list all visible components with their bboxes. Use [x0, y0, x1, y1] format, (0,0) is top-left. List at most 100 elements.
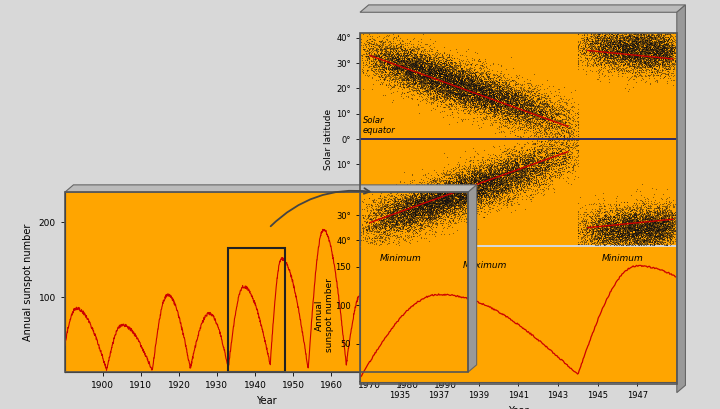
Point: [436, 201, 448, 208]
Point: [493, 97, 505, 103]
Point: [598, 194, 609, 201]
Point: [627, 47, 639, 54]
Point: [403, 215, 415, 221]
Point: [631, 222, 642, 228]
Point: [389, 221, 400, 228]
Point: [448, 166, 459, 173]
Point: [619, 211, 631, 218]
Point: [426, 70, 438, 76]
Point: [493, 179, 505, 185]
Point: [382, 53, 393, 60]
Point: [618, 53, 630, 60]
Point: [379, 202, 391, 209]
Point: [621, 233, 633, 239]
Point: [497, 110, 508, 117]
Point: [608, 223, 620, 230]
Point: [654, 38, 665, 45]
Point: [546, 113, 557, 120]
Point: [404, 211, 415, 218]
Point: [662, 222, 674, 229]
Point: [431, 65, 443, 72]
Point: [401, 57, 413, 64]
Point: [460, 75, 472, 81]
Point: [639, 56, 650, 63]
Point: [629, 241, 641, 248]
Point: [649, 223, 660, 230]
Point: [424, 74, 436, 81]
Point: [490, 104, 502, 110]
Point: [416, 74, 428, 80]
Point: [380, 225, 392, 231]
Point: [528, 110, 539, 117]
Point: [670, 36, 681, 43]
Point: [383, 59, 395, 66]
Point: [615, 237, 626, 243]
Point: [477, 101, 489, 108]
Point: [427, 199, 438, 205]
Point: [525, 101, 536, 108]
Point: [446, 189, 457, 196]
Point: [480, 82, 491, 89]
Point: [402, 208, 414, 214]
Point: [428, 199, 439, 206]
Point: [441, 80, 452, 86]
Point: [592, 229, 603, 236]
Point: [647, 234, 659, 241]
Point: [423, 67, 435, 73]
Point: [390, 49, 401, 56]
Point: [515, 190, 526, 196]
Point: [472, 90, 484, 96]
Point: [429, 211, 441, 217]
Point: [416, 209, 428, 215]
Point: [493, 90, 505, 97]
Point: [427, 59, 438, 65]
Point: [499, 184, 510, 190]
Point: [600, 35, 611, 41]
Point: [647, 42, 658, 48]
Point: [454, 77, 466, 83]
Point: [453, 193, 464, 200]
Point: [652, 61, 664, 68]
Point: [641, 216, 652, 222]
Point: [502, 182, 513, 189]
Point: [397, 225, 408, 231]
Point: [495, 180, 506, 187]
Point: [629, 70, 641, 76]
Point: [494, 162, 505, 168]
Point: [447, 92, 459, 99]
Point: [438, 186, 450, 193]
Point: [428, 214, 440, 221]
Point: [537, 101, 549, 107]
Point: [616, 48, 628, 55]
Point: [636, 201, 648, 208]
Point: [443, 211, 454, 218]
Point: [474, 175, 485, 182]
Point: [380, 219, 392, 225]
Point: [484, 97, 495, 103]
Point: [644, 34, 655, 41]
Point: [659, 36, 670, 42]
Point: [460, 86, 472, 93]
Point: [523, 166, 534, 173]
Point: [407, 91, 418, 97]
Point: [477, 65, 488, 72]
Point: [472, 178, 483, 184]
Point: [481, 71, 492, 77]
Point: [444, 198, 455, 204]
Point: [392, 44, 404, 50]
Point: [628, 230, 639, 237]
Point: [467, 88, 478, 94]
Point: [505, 180, 517, 186]
Point: [628, 65, 639, 72]
Point: [398, 203, 410, 209]
Point: [414, 98, 426, 105]
Point: [402, 62, 414, 68]
Point: [668, 225, 680, 231]
Point: [534, 135, 545, 142]
Point: [427, 208, 438, 215]
Point: [543, 144, 554, 151]
Point: [642, 61, 653, 68]
Point: [457, 211, 469, 217]
Point: [456, 83, 467, 90]
Point: [631, 227, 643, 234]
